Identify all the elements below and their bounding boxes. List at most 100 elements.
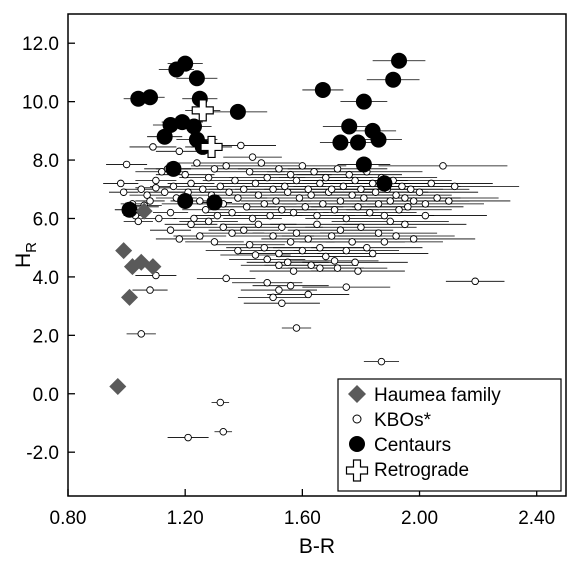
legend-label-kbos: KBOs* — [374, 410, 432, 431]
y-tick-label: -2.0 — [26, 443, 59, 464]
x-axis-label: B-R — [299, 535, 335, 558]
centaur-point — [130, 90, 147, 107]
kbo-point — [251, 179, 260, 188]
svg-text:HR: HR — [12, 242, 40, 268]
kbo-point — [216, 398, 225, 407]
kbo-point — [257, 159, 266, 167]
retrograde-point — [191, 99, 214, 122]
kbo-point — [368, 179, 377, 188]
kbo-point — [327, 232, 336, 240]
x-tick-label: 2.40 — [518, 508, 555, 529]
kbo-point — [377, 357, 386, 366]
y-tick-label: 6.0 — [33, 209, 59, 230]
kbo-point — [310, 167, 318, 176]
kbo-point — [281, 182, 289, 191]
kbo-point — [421, 211, 430, 220]
kbo-point — [237, 141, 245, 150]
kbo-point — [351, 258, 359, 267]
kbo-point — [322, 252, 330, 261]
kbo-point — [301, 203, 310, 211]
legend-item-kbos: KBOs* — [352, 410, 432, 431]
kbo-point — [286, 170, 295, 179]
kbo-point — [286, 238, 295, 246]
kbo-point — [289, 267, 298, 275]
kbo-point — [336, 226, 345, 234]
kbo-point — [152, 176, 160, 185]
kbo-point — [210, 165, 219, 173]
kbo-point — [278, 205, 286, 214]
kbo-point — [322, 173, 330, 182]
centaur-point — [142, 89, 159, 106]
kbo-point — [272, 197, 280, 205]
centaur-point — [370, 131, 387, 148]
kbo-point — [401, 220, 409, 229]
kbo-point — [307, 261, 315, 269]
kbo-point — [166, 208, 175, 217]
legend-label-retrograde: Retrograde — [374, 460, 469, 481]
kbo-point — [409, 235, 418, 243]
centaur-point — [355, 93, 372, 110]
kbo-point — [374, 229, 383, 237]
haumea-family-point — [135, 202, 153, 220]
x-tick-label: 1.60 — [284, 508, 321, 529]
legend-filled-circle-marker — [349, 436, 365, 452]
kbo-point — [240, 185, 248, 194]
centaur-point — [391, 52, 408, 69]
kbo-point — [234, 246, 242, 255]
kbo-point — [222, 274, 230, 283]
kbo-point — [330, 257, 339, 265]
kbo-point — [175, 147, 184, 156]
kbo-point — [234, 194, 242, 202]
kbo-point — [351, 176, 359, 185]
kbo-point — [204, 217, 213, 226]
centaur-point — [355, 156, 372, 173]
kbo-point — [228, 208, 236, 217]
kbo-point — [415, 188, 424, 196]
kbo-point — [345, 170, 353, 179]
kbo-point — [240, 226, 248, 234]
kbo-point — [219, 223, 228, 231]
kbo-point — [316, 179, 324, 188]
kbo-point — [342, 283, 351, 291]
kbo-point — [216, 182, 225, 191]
x-tick-label: 0.80 — [50, 508, 87, 529]
retrograde-point — [200, 135, 223, 159]
kbo-point — [201, 205, 210, 214]
kbo-point — [146, 286, 154, 294]
legend-label-haumea-family: Haumea family — [374, 385, 501, 406]
y-tick-label: 10.0 — [22, 93, 59, 114]
kbo-point — [260, 200, 269, 208]
kbo-point — [327, 185, 336, 194]
y-tick-label: 12.0 — [22, 34, 59, 55]
kbo-point — [339, 182, 348, 191]
kbo-point — [146, 197, 154, 205]
kbo-point — [283, 188, 292, 196]
kbo-point — [319, 200, 327, 208]
kbo-point — [406, 185, 415, 194]
kbo-point — [292, 176, 301, 185]
kbo-point — [380, 238, 389, 246]
kbo-point — [266, 211, 274, 220]
kbo-point — [392, 191, 400, 199]
kbo-point — [292, 324, 301, 332]
kbo-point — [143, 191, 151, 199]
kbo-point — [222, 162, 230, 170]
kbo-point — [333, 264, 342, 272]
kbo-point — [269, 232, 277, 240]
kbo-point — [368, 249, 377, 258]
kbo-point — [184, 433, 192, 442]
y-tick-label: 8.0 — [33, 151, 59, 172]
x-tick-label: 2.00 — [401, 508, 438, 529]
kbo-point — [348, 238, 356, 246]
kbo-point — [248, 153, 257, 161]
kbo-point — [119, 188, 128, 196]
kbo-point — [204, 173, 213, 182]
kbo-point — [398, 182, 406, 191]
kbo-point — [275, 286, 283, 294]
legend-box — [337, 378, 562, 492]
kbo-point — [122, 160, 131, 169]
kbo-point — [304, 235, 312, 243]
kbo-point — [401, 194, 409, 202]
centaur-point — [376, 175, 393, 192]
kbo-point — [149, 143, 157, 151]
